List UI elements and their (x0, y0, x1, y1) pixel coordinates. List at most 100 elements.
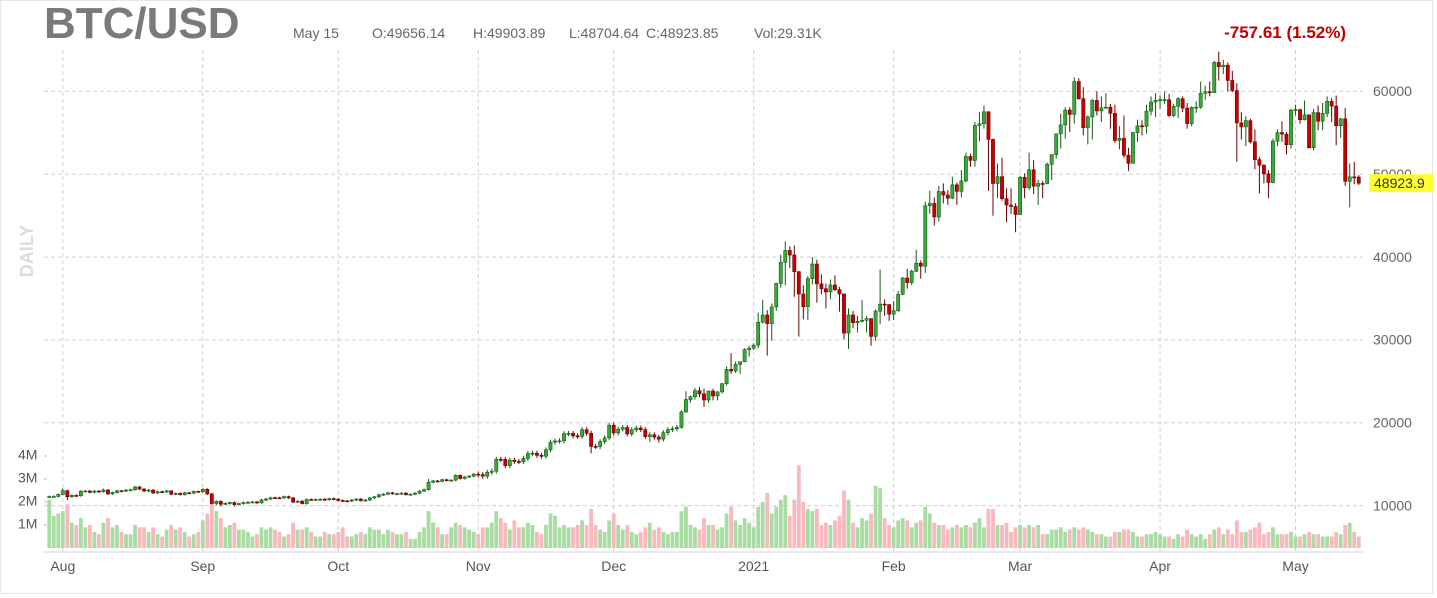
volume-bar (526, 522, 530, 548)
volume-bar (1040, 534, 1045, 548)
candle-body (991, 139, 995, 184)
candle-body (182, 492, 187, 495)
candle-body (431, 480, 435, 483)
candle-body (792, 254, 797, 272)
candle-body (530, 452, 535, 455)
candle-body (97, 490, 101, 493)
volume-bar (575, 525, 580, 548)
volume-bar (792, 499, 797, 548)
volume-bar (1334, 531, 1339, 548)
volume-bar (864, 520, 869, 548)
candle-body (521, 458, 526, 462)
volume-bar (1338, 534, 1343, 548)
candle-body (1284, 133, 1289, 146)
candle-body (273, 497, 277, 500)
volume-bar (1049, 529, 1054, 548)
x-tick-label: Oct (327, 558, 349, 574)
volume-bar (936, 525, 941, 548)
candle-body (395, 493, 399, 496)
candle-body (1234, 90, 1239, 124)
candle-body (918, 262, 923, 267)
candle-body (756, 321, 761, 346)
volume-bar (390, 531, 395, 548)
volume-bar (1027, 525, 1032, 548)
candle-body (1307, 114, 1311, 149)
volume-bar (295, 529, 300, 548)
candle-body (909, 270, 914, 283)
volume-bar (286, 534, 291, 548)
candle-body (1266, 173, 1271, 183)
x-tick-label: May (1282, 558, 1308, 574)
candle-body (945, 194, 950, 199)
volume-bar (1252, 527, 1257, 548)
candle-body (223, 502, 228, 505)
volume-bar (643, 527, 648, 548)
candle-body (878, 303, 883, 312)
candle-body (300, 500, 305, 504)
candle-body (358, 498, 363, 501)
volume-bar (1207, 534, 1212, 548)
candle-body (1194, 106, 1199, 109)
candle-body (593, 446, 598, 448)
candle-layer (47, 51, 1361, 507)
candle-body (616, 428, 621, 434)
candle-body (747, 347, 752, 350)
volume-bar (1248, 529, 1253, 548)
candle-body (814, 263, 819, 285)
candle-body (1203, 91, 1208, 94)
volume-bar (810, 511, 815, 548)
volume-bar (774, 506, 779, 548)
volume-bar (507, 529, 512, 548)
candle-body (476, 473, 481, 476)
x-tick-label: Mar (1008, 558, 1032, 574)
candle-body (842, 293, 846, 334)
volume-bar (1022, 527, 1027, 548)
candle-body (1171, 106, 1176, 116)
candle-body (1262, 164, 1266, 175)
volume-bar (1343, 525, 1348, 548)
volume-bar (539, 534, 544, 548)
candle-body (503, 459, 508, 466)
volume-bar (264, 529, 268, 548)
volume-bar (1004, 522, 1009, 548)
volume-bar (453, 522, 458, 548)
volume-bar (516, 527, 521, 548)
volume-bar (1094, 534, 1099, 548)
candle-body (1040, 183, 1045, 185)
candle-body (106, 489, 110, 495)
candle-body (914, 262, 919, 272)
volume-bar (1085, 529, 1090, 548)
volume-bar (670, 531, 675, 548)
volume-bar (1018, 525, 1022, 548)
candle-body (92, 490, 97, 493)
volume-bar (1140, 536, 1144, 548)
volume-bar (905, 520, 910, 548)
info-low: L:48704.64 (569, 25, 639, 41)
candle-body (629, 429, 634, 435)
candle-body (386, 492, 390, 495)
candle-body (557, 440, 562, 443)
volume-bar (1198, 534, 1203, 548)
volume-bar (1063, 531, 1068, 548)
candle-body (891, 310, 896, 315)
candle-body (571, 433, 575, 437)
volume-bar (205, 513, 210, 548)
candle-body (83, 490, 88, 493)
volume-bar (173, 529, 178, 548)
candle-body (390, 492, 395, 495)
volume-bar (386, 529, 390, 548)
volume-bar (74, 525, 79, 548)
candle-body (801, 293, 806, 308)
volume-bar (471, 531, 476, 548)
candle-body (760, 314, 765, 323)
candle-body (1248, 120, 1253, 143)
volume-bar (476, 534, 481, 548)
volume-bar (855, 527, 860, 548)
volume-bar (738, 525, 743, 548)
candle-body (354, 498, 359, 501)
volume-bar (349, 536, 354, 548)
volume-bar (381, 534, 386, 548)
volume-bar (313, 536, 318, 548)
change-label: -757.61 (1.52%) (1224, 23, 1346, 42)
volume-bar (715, 529, 720, 548)
